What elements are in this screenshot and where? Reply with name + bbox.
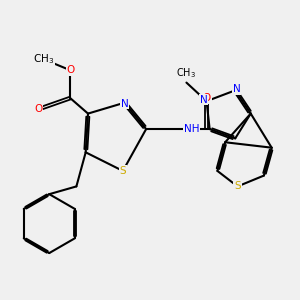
- Text: N: N: [200, 94, 207, 105]
- Text: CH$_3$: CH$_3$: [33, 52, 55, 66]
- Text: O: O: [67, 65, 75, 75]
- Text: O: O: [34, 104, 43, 114]
- Text: NH: NH: [184, 124, 200, 134]
- Text: O: O: [202, 93, 211, 103]
- Text: N: N: [233, 84, 241, 94]
- Text: S: S: [234, 182, 241, 191]
- Text: S: S: [120, 166, 126, 176]
- Text: N: N: [121, 98, 128, 109]
- Text: CH$_3$: CH$_3$: [176, 67, 196, 80]
